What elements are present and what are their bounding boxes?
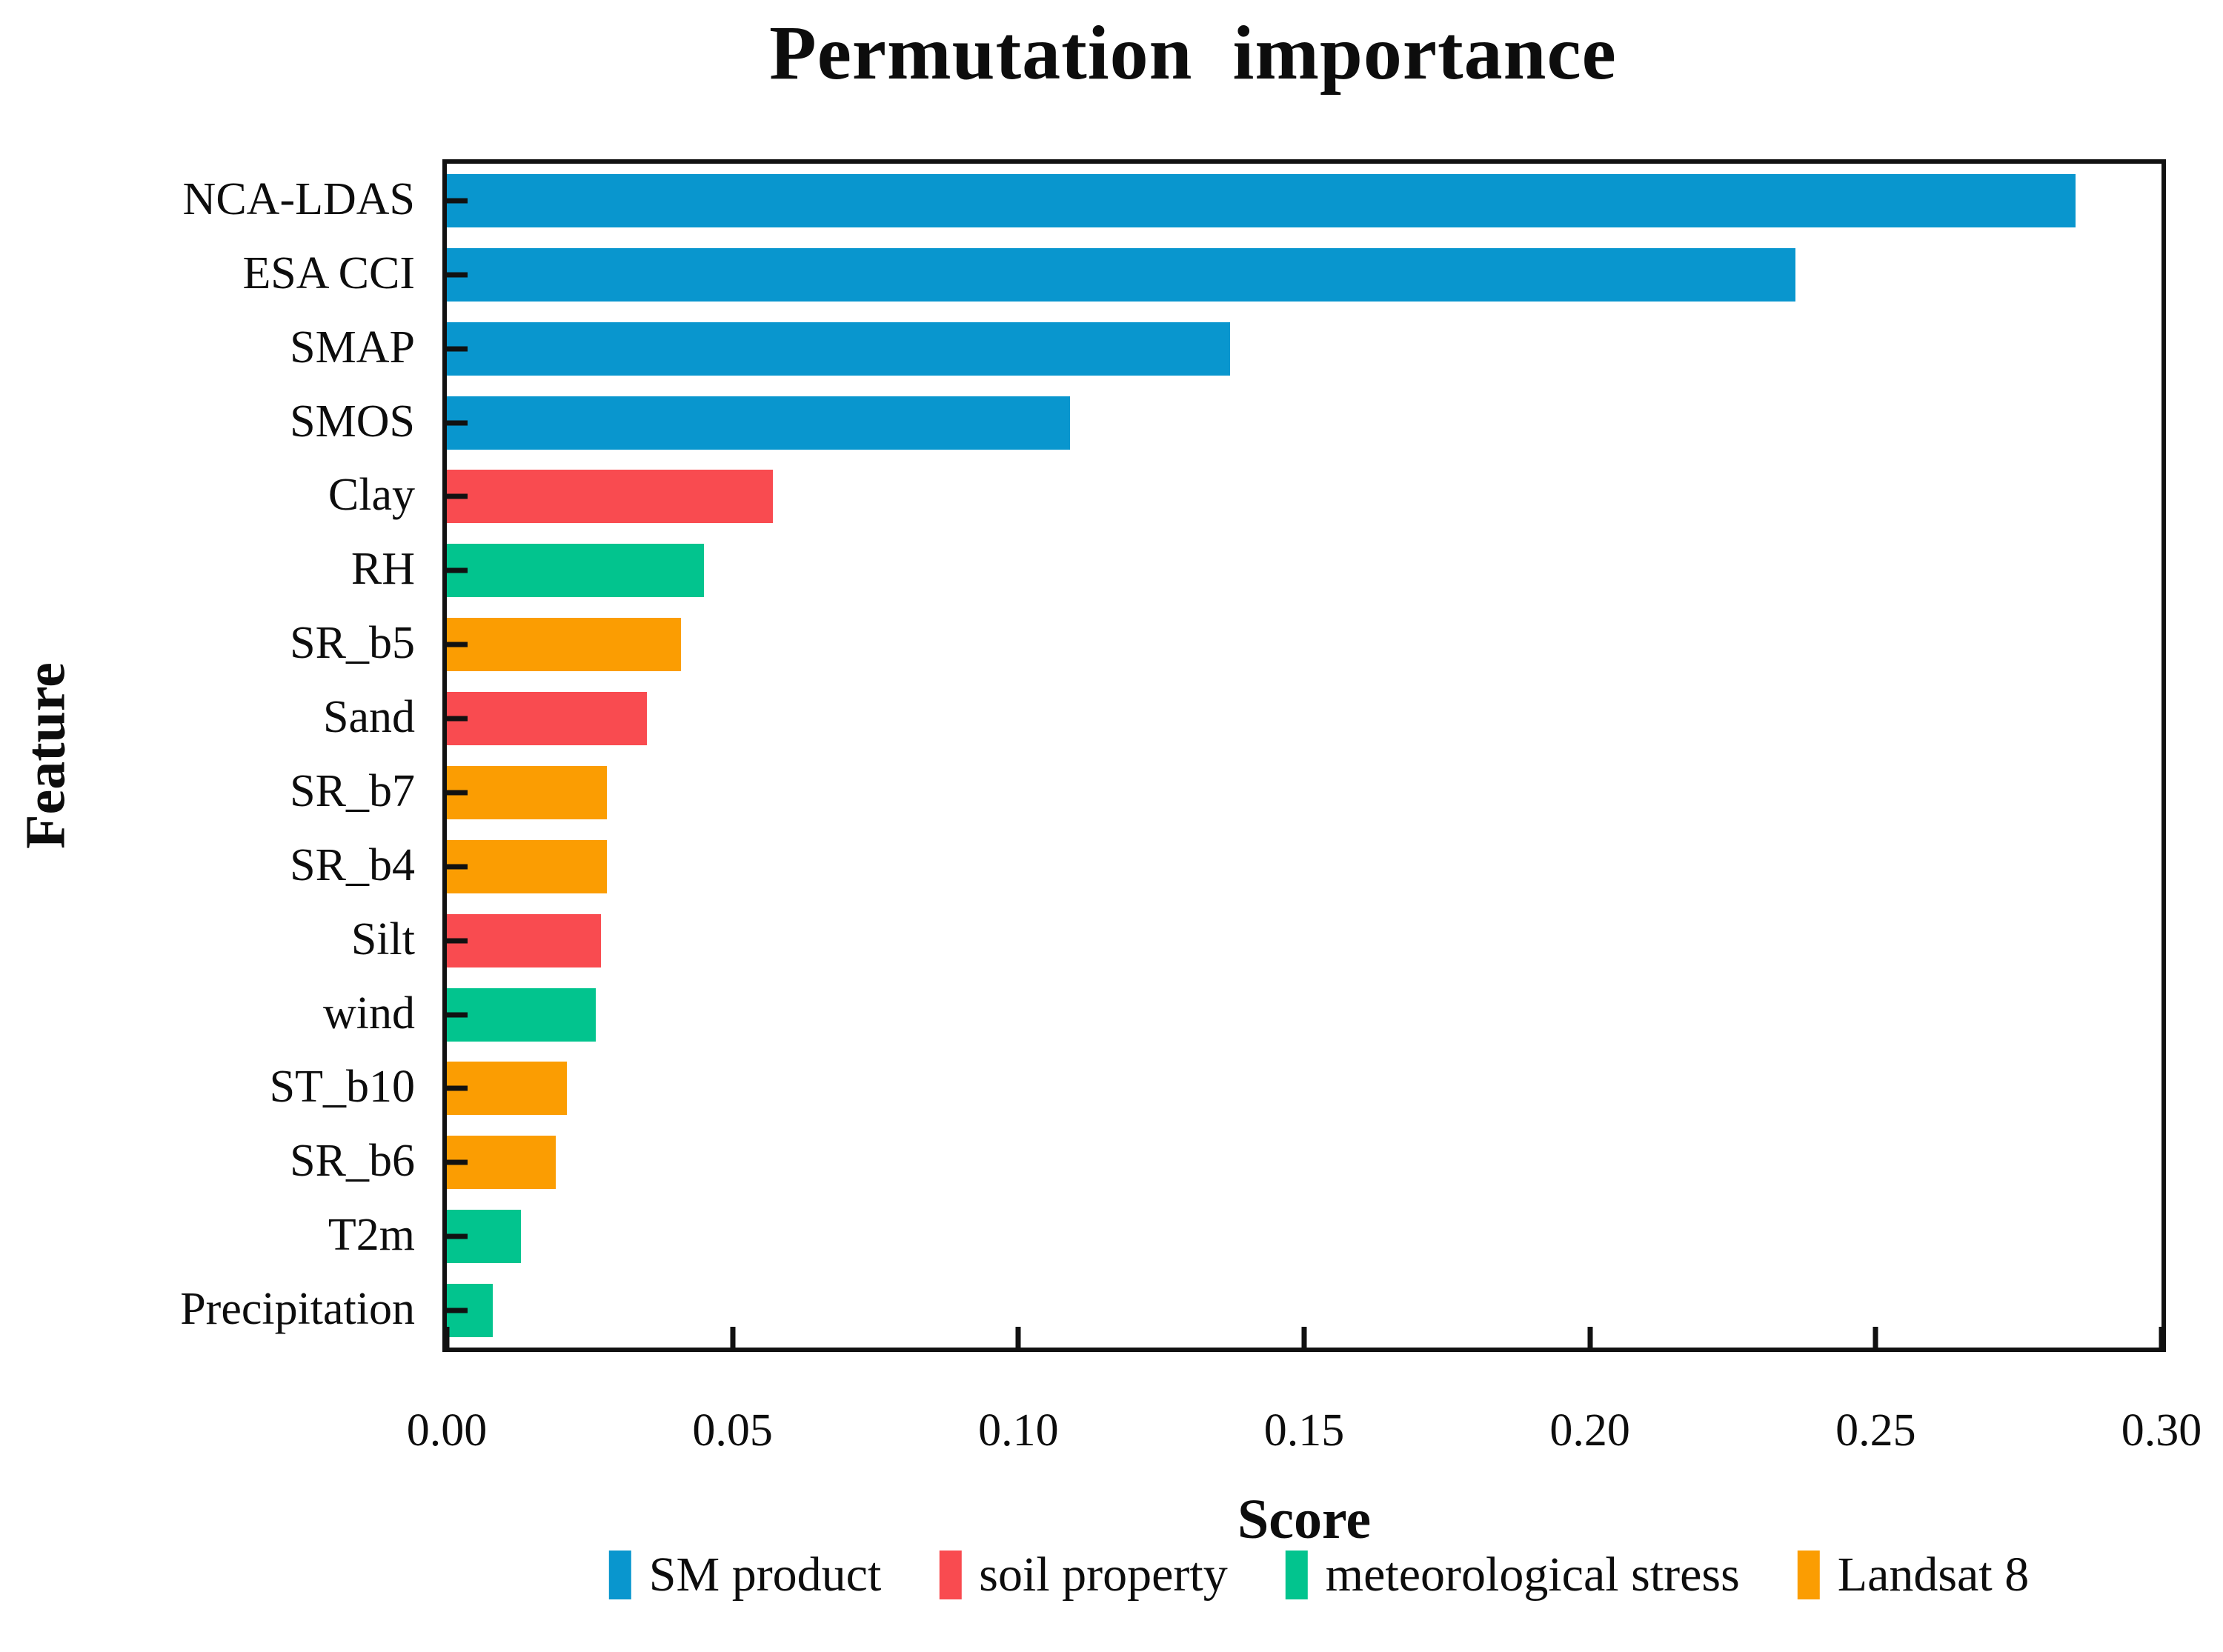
x-tick-mark (1587, 1327, 1593, 1348)
y-tick-mark (447, 346, 468, 352)
plot-frame (442, 159, 2166, 1352)
x-tick-label-0.25: 0.25 (1835, 1405, 1916, 1456)
bar-rh (447, 544, 705, 598)
y-tick-label-sand: Sand (323, 692, 415, 743)
legend: SM product soil property meteorological st… (608, 1547, 2030, 1603)
x-tick-mark (1015, 1327, 1021, 1348)
legend-item-soil-property: soil property (939, 1547, 1228, 1603)
y-tick-label-sr-b4: SR_b4 (290, 839, 415, 890)
x-axis-title: Score (1237, 1488, 1372, 1551)
y-tick-label-st-b10: ST_b10 (269, 1062, 415, 1113)
bar-sand (447, 692, 647, 746)
x-tick-label-0.10: 0.10 (978, 1405, 1059, 1456)
y-tick-mark (447, 1085, 468, 1091)
bar-sr-b5 (447, 618, 682, 672)
legend-item-landsat-8: Landsat 8 (1797, 1547, 2030, 1603)
y-tick-label-sr-b7: SR_b7 (290, 766, 415, 817)
y-tick-mark (447, 790, 468, 796)
y-tick-mark (447, 642, 468, 647)
x-tick-label-0.20: 0.20 (1549, 1405, 1630, 1456)
legend-swatch-sm-product (608, 1551, 631, 1599)
bar-esa-cci (447, 247, 1796, 302)
bar-sr-b4 (447, 839, 607, 893)
legend-swatch-landsat-8 (1797, 1551, 1820, 1599)
bar-nca-ldas (447, 173, 2076, 227)
bar-clay (447, 470, 773, 524)
y-tick-label-sr-b6: SR_b6 (290, 1136, 415, 1187)
y-tick-mark (447, 1233, 468, 1239)
y-tick-mark (447, 272, 468, 278)
y-tick-label-precipitation: Precipitation (180, 1284, 415, 1335)
bar-smap (447, 322, 1230, 376)
x-tick-label-0.30: 0.30 (2121, 1405, 2202, 1456)
x-tick-mark (444, 1327, 450, 1348)
y-tick-mark (447, 198, 468, 204)
bar-wind (447, 987, 596, 1042)
y-tick-label-wind: wind (323, 987, 415, 1039)
legend-label-soil-property: soil property (979, 1548, 1228, 1602)
x-tick-mark (730, 1327, 736, 1348)
bar-smos (447, 396, 1070, 450)
y-tick-mark (447, 1012, 468, 1018)
legend-label-sm-product: SM product (648, 1548, 882, 1602)
bar-silt (447, 913, 602, 967)
y-tick-label-smos: SMOS (290, 396, 415, 447)
legend-item-sm-product: SM product (608, 1547, 882, 1603)
x-tick-label-0.00: 0.00 (406, 1405, 488, 1456)
bar-sr-b7 (447, 765, 607, 819)
y-tick-label-t2m: T2m (328, 1210, 415, 1261)
y-tick-mark (447, 864, 468, 870)
chart-title: Permutation importance (769, 10, 1617, 96)
plot-area (444, 164, 2164, 1348)
y-tick-mark (447, 1159, 468, 1165)
y-tick-label-nca-ldas: NCA-LDAS (182, 174, 415, 225)
y-tick-label-clay: Clay (328, 470, 415, 521)
y-tick-label-silt: Silt (350, 913, 415, 965)
y-tick-label-sr-b5: SR_b5 (290, 618, 415, 669)
y-tick-mark (447, 1308, 468, 1313)
y-tick-mark (447, 420, 468, 426)
y-tick-mark (447, 716, 468, 722)
legend-label-landsat-8: Landsat 8 (1837, 1548, 2030, 1602)
y-tick-mark (447, 567, 468, 573)
y-tick-label-rh: RH (350, 544, 415, 595)
x-tick-label-0.15: 0.15 (1263, 1405, 1345, 1456)
y-tick-label-esa-cci: ESA CCI (242, 247, 415, 299)
x-tick-label-0.05: 0.05 (692, 1405, 773, 1456)
y-tick-label-smap: SMAP (290, 322, 415, 373)
y-axis-tick-labels: NCA-LDAS ESA CCI SMAP SMOS Clay RH SR_b5 Sand SR… (0, 164, 415, 1348)
x-tick-mark (2159, 1327, 2164, 1348)
x-tick-mark (1873, 1327, 1878, 1348)
legend-swatch-meteorological-stress (1285, 1551, 1308, 1599)
x-tick-mark (1301, 1327, 1307, 1348)
y-tick-mark (447, 938, 468, 944)
legend-label-meteorological-stress: meteorological stress (1325, 1548, 1740, 1602)
legend-swatch-soil-property (939, 1551, 962, 1599)
y-tick-mark (447, 493, 468, 499)
legend-item-meteorological-stress: meteorological stress (1285, 1547, 1740, 1603)
